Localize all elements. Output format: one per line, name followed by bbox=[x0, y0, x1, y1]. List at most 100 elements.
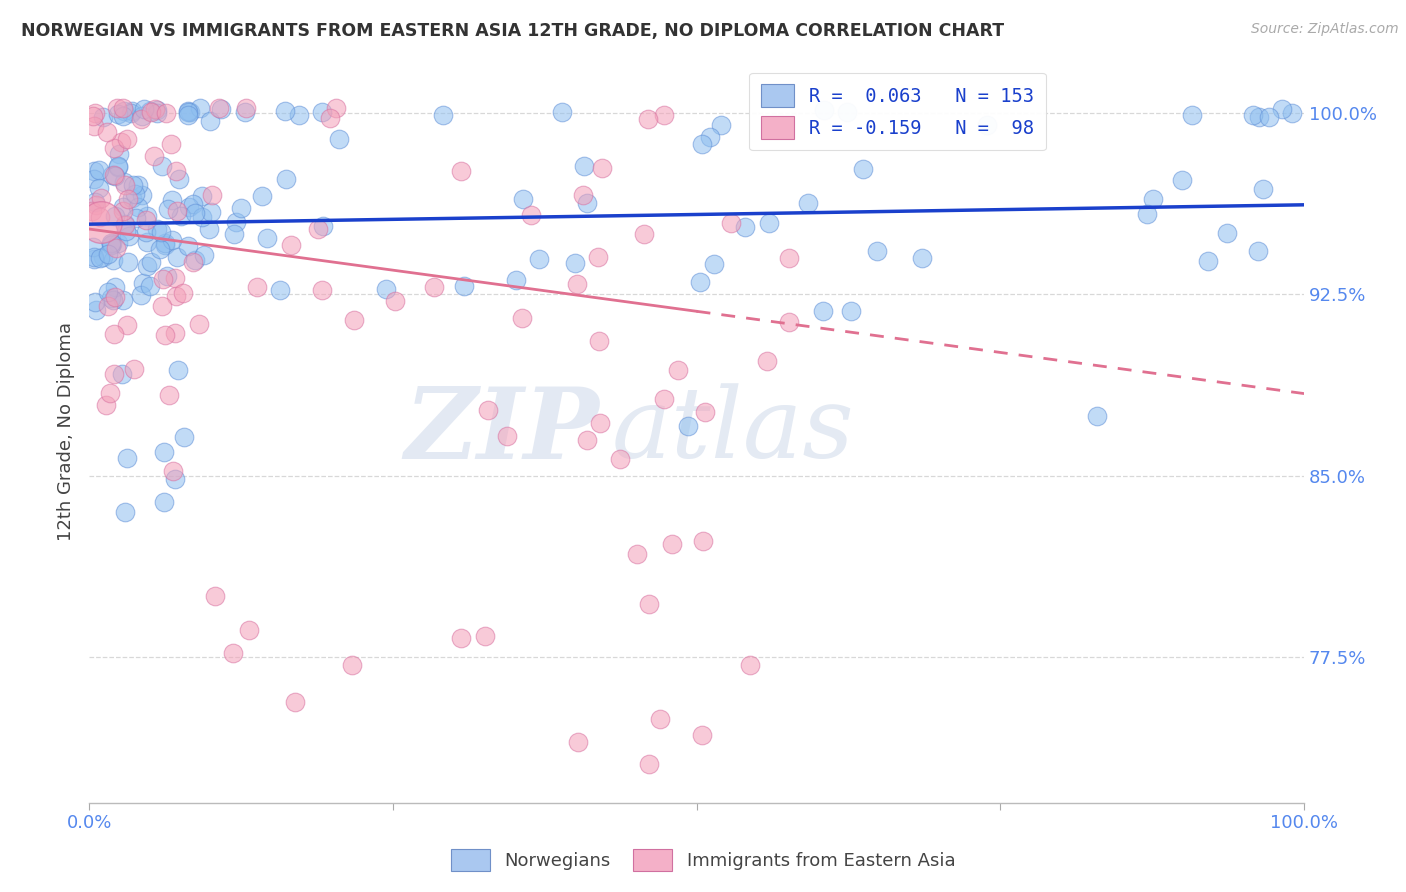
Point bbox=[160, 137, 183, 152]
Point bbox=[274, 172, 297, 186]
Point bbox=[231, 201, 253, 215]
Point bbox=[204, 590, 226, 604]
Point bbox=[177, 238, 200, 252]
Point bbox=[83, 250, 105, 264]
Point bbox=[692, 136, 714, 151]
Point bbox=[124, 187, 146, 202]
Point bbox=[222, 646, 245, 660]
Point bbox=[520, 208, 543, 222]
Point bbox=[191, 211, 214, 225]
Point bbox=[911, 252, 934, 266]
Point bbox=[626, 547, 648, 561]
Point bbox=[191, 189, 214, 203]
Point bbox=[156, 268, 179, 283]
Point bbox=[169, 210, 191, 224]
Point bbox=[84, 303, 107, 318]
Point bbox=[121, 191, 143, 205]
Point bbox=[176, 108, 198, 122]
Point bbox=[384, 294, 406, 309]
Point bbox=[114, 219, 136, 233]
Point bbox=[157, 388, 180, 402]
Point bbox=[112, 204, 135, 219]
Point bbox=[143, 148, 166, 162]
Point bbox=[166, 203, 188, 218]
Point bbox=[104, 279, 127, 293]
Point bbox=[197, 222, 219, 236]
Point bbox=[758, 216, 780, 230]
Point bbox=[689, 275, 711, 289]
Point bbox=[307, 221, 329, 235]
Point bbox=[103, 141, 125, 155]
Point bbox=[83, 172, 105, 186]
Legend: Norwegians, Immigrants from Eastern Asia: Norwegians, Immigrants from Eastern Asia bbox=[443, 842, 963, 879]
Point bbox=[188, 318, 211, 332]
Point bbox=[866, 244, 889, 259]
Point bbox=[97, 285, 120, 300]
Point bbox=[90, 215, 112, 229]
Point bbox=[100, 238, 122, 252]
Point bbox=[453, 279, 475, 293]
Point bbox=[127, 200, 149, 214]
Point bbox=[131, 187, 153, 202]
Point bbox=[89, 180, 111, 194]
Point bbox=[104, 209, 127, 223]
Point bbox=[193, 248, 215, 262]
Point bbox=[97, 247, 120, 261]
Point bbox=[96, 125, 118, 139]
Point bbox=[505, 273, 527, 287]
Point bbox=[184, 206, 207, 220]
Point bbox=[131, 109, 153, 123]
Point bbox=[179, 105, 201, 120]
Text: NORWEGIAN VS IMMIGRANTS FROM EASTERN ASIA 12TH GRADE, NO DIPLOMA CORRELATION CHA: NORWEGIAN VS IMMIGRANTS FROM EASTERN ASI… bbox=[21, 22, 1004, 40]
Point bbox=[661, 536, 683, 550]
Point bbox=[114, 178, 136, 193]
Point bbox=[235, 101, 257, 115]
Point bbox=[83, 119, 105, 133]
Point bbox=[311, 283, 333, 297]
Point bbox=[474, 629, 496, 643]
Legend: R =  0.063   N = 153, R = -0.159   N =  98: R = 0.063 N = 153, R = -0.159 N = 98 bbox=[749, 72, 1046, 151]
Point bbox=[565, 277, 588, 292]
Point bbox=[153, 328, 176, 343]
Point bbox=[572, 187, 595, 202]
Point bbox=[1216, 226, 1239, 240]
Point bbox=[162, 193, 184, 207]
Point bbox=[112, 103, 135, 118]
Point bbox=[238, 623, 260, 637]
Point bbox=[115, 451, 138, 466]
Point bbox=[591, 161, 613, 175]
Point bbox=[586, 250, 609, 264]
Point bbox=[162, 233, 184, 247]
Point bbox=[146, 106, 169, 120]
Point bbox=[588, 334, 610, 349]
Point bbox=[343, 313, 366, 327]
Point bbox=[149, 243, 172, 257]
Point bbox=[177, 104, 200, 119]
Point bbox=[105, 242, 128, 256]
Point bbox=[83, 252, 105, 267]
Point bbox=[120, 106, 142, 120]
Point bbox=[108, 146, 131, 161]
Point bbox=[693, 405, 716, 419]
Point bbox=[80, 203, 103, 218]
Point bbox=[340, 657, 363, 672]
Point bbox=[139, 104, 162, 119]
Point bbox=[550, 104, 572, 119]
Point bbox=[135, 209, 157, 223]
Point bbox=[100, 236, 122, 251]
Point bbox=[121, 104, 143, 119]
Point bbox=[450, 631, 472, 645]
Point bbox=[101, 236, 124, 251]
Point bbox=[280, 238, 302, 252]
Point bbox=[100, 291, 122, 305]
Point bbox=[222, 227, 245, 241]
Point bbox=[1181, 108, 1204, 122]
Point bbox=[572, 159, 595, 173]
Point bbox=[567, 735, 589, 749]
Point bbox=[319, 111, 342, 125]
Point bbox=[374, 282, 396, 296]
Point bbox=[118, 229, 141, 244]
Point bbox=[245, 280, 267, 294]
Point bbox=[589, 417, 612, 431]
Point bbox=[311, 105, 333, 120]
